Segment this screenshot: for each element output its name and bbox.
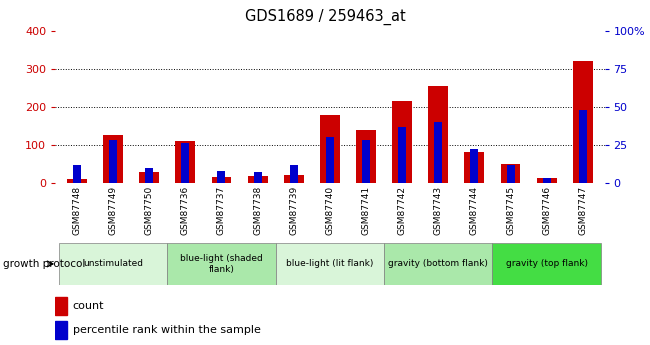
Bar xyxy=(506,165,515,183)
Bar xyxy=(248,176,268,183)
Bar xyxy=(356,130,376,183)
Text: blue-light (lit flank): blue-light (lit flank) xyxy=(286,259,374,268)
Bar xyxy=(67,179,87,183)
Bar xyxy=(176,141,195,183)
Bar xyxy=(384,243,493,285)
Bar xyxy=(543,178,551,183)
Bar xyxy=(55,321,68,339)
Bar xyxy=(290,165,298,183)
Text: unstimulated: unstimulated xyxy=(83,259,143,268)
Text: GSM87750: GSM87750 xyxy=(145,186,153,235)
Text: GSM87745: GSM87745 xyxy=(506,186,515,235)
Bar xyxy=(218,171,226,183)
Bar xyxy=(103,136,123,183)
Text: GSM87737: GSM87737 xyxy=(217,186,226,235)
Text: GSM87744: GSM87744 xyxy=(470,186,479,235)
Bar xyxy=(284,175,304,183)
Bar xyxy=(392,101,412,183)
Text: growth protocol: growth protocol xyxy=(3,259,86,269)
Bar xyxy=(55,297,68,315)
Bar xyxy=(145,168,153,183)
Bar xyxy=(73,165,81,183)
Text: count: count xyxy=(73,301,105,311)
Text: GSM87749: GSM87749 xyxy=(109,186,118,235)
Text: blue-light (shaded
flank): blue-light (shaded flank) xyxy=(180,254,263,274)
Text: GSM87740: GSM87740 xyxy=(326,186,334,235)
Bar xyxy=(254,172,261,183)
Text: GSM87738: GSM87738 xyxy=(253,186,262,235)
Text: GSM87747: GSM87747 xyxy=(578,186,588,235)
Bar xyxy=(181,144,189,183)
Bar xyxy=(398,127,406,183)
Text: percentile rank within the sample: percentile rank within the sample xyxy=(73,325,261,335)
Text: GSM87741: GSM87741 xyxy=(361,186,370,235)
Bar xyxy=(434,122,442,183)
Bar xyxy=(320,115,340,183)
Text: GSM87742: GSM87742 xyxy=(398,186,407,235)
Bar xyxy=(579,110,587,183)
Text: gravity (bottom flank): gravity (bottom flank) xyxy=(388,259,488,268)
Bar xyxy=(471,149,478,183)
Bar xyxy=(139,172,159,183)
Text: GSM87748: GSM87748 xyxy=(72,186,81,235)
Bar xyxy=(211,177,231,183)
Bar xyxy=(573,61,593,183)
Bar xyxy=(326,137,334,183)
Text: GDS1689 / 259463_at: GDS1689 / 259463_at xyxy=(244,9,406,25)
Bar xyxy=(109,140,117,183)
Bar xyxy=(500,164,521,183)
Bar xyxy=(362,140,370,183)
Bar xyxy=(276,243,384,285)
Text: GSM87739: GSM87739 xyxy=(289,186,298,235)
Bar xyxy=(465,152,484,183)
Text: GSM87736: GSM87736 xyxy=(181,186,190,235)
Bar xyxy=(59,243,167,285)
Bar xyxy=(493,243,601,285)
Text: GSM87743: GSM87743 xyxy=(434,186,443,235)
Bar xyxy=(537,178,556,183)
Text: gravity (top flank): gravity (top flank) xyxy=(506,259,588,268)
Bar xyxy=(167,243,276,285)
Text: GSM87746: GSM87746 xyxy=(542,186,551,235)
Bar xyxy=(428,86,448,183)
